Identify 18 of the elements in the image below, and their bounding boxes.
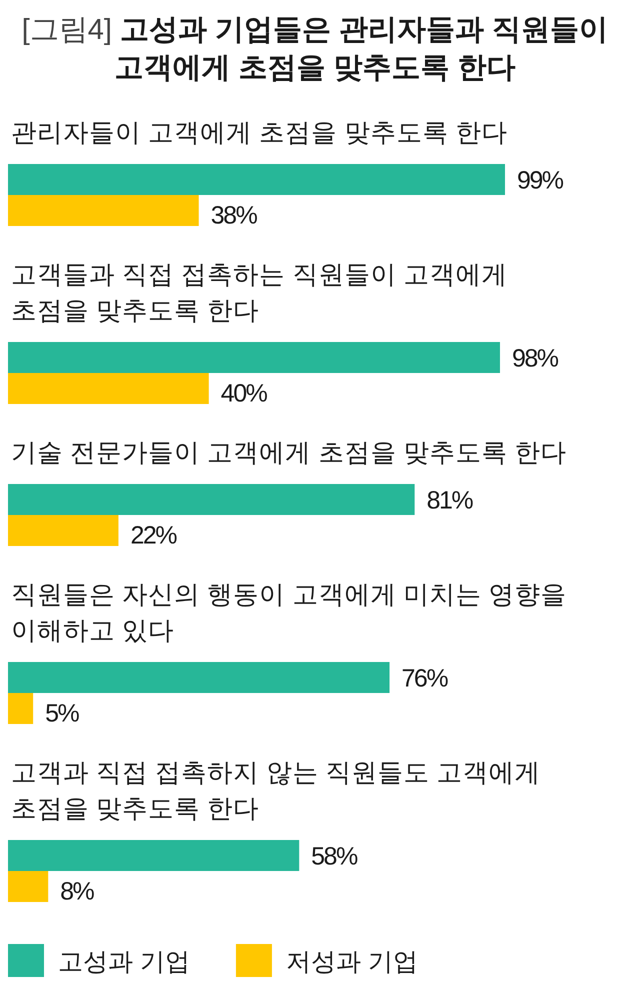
y-tick-label: 기술 전문가들이 고객에게 초점을 맞추도록 한다 xyxy=(11,439,566,467)
y-tick-label: 고객과 직접 접촉하지 않는 직원들도 고객에게 초점을 맞추도록 한다 xyxy=(11,759,540,823)
data-label: 99% xyxy=(517,166,564,194)
y-tick-label: 관리자들이 고객에게 초점을 맞추도록 한다 xyxy=(11,119,508,147)
y-tick-label: 고객들과 직접 접촉하는 직원들이 고객에게 초점을 맞추도록 한다 xyxy=(11,261,508,325)
y-tick-label: 직원들은 자신의 행동이 고객에게 미치는 영향을 이해하고 있다 xyxy=(11,581,566,645)
data-label: 76% xyxy=(402,664,448,692)
data-label: 22% xyxy=(130,522,178,550)
data-label: 5% xyxy=(45,700,80,728)
legend-label: 저성과 기업 xyxy=(286,948,418,976)
legend-label: 고성과 기업 xyxy=(58,948,190,976)
data-label: 98% xyxy=(512,344,559,372)
data-label: 58% xyxy=(311,842,358,870)
data-label: 38% xyxy=(210,202,258,230)
chart-title: [그림4] 고성과 기업들은 관리자들과 직원들이 고객에게 초점을 맞추도록 한다 xyxy=(22,14,608,84)
data-label: 8% xyxy=(60,878,95,906)
data-label: 81% xyxy=(426,486,474,514)
data-label: 40% xyxy=(220,380,268,408)
